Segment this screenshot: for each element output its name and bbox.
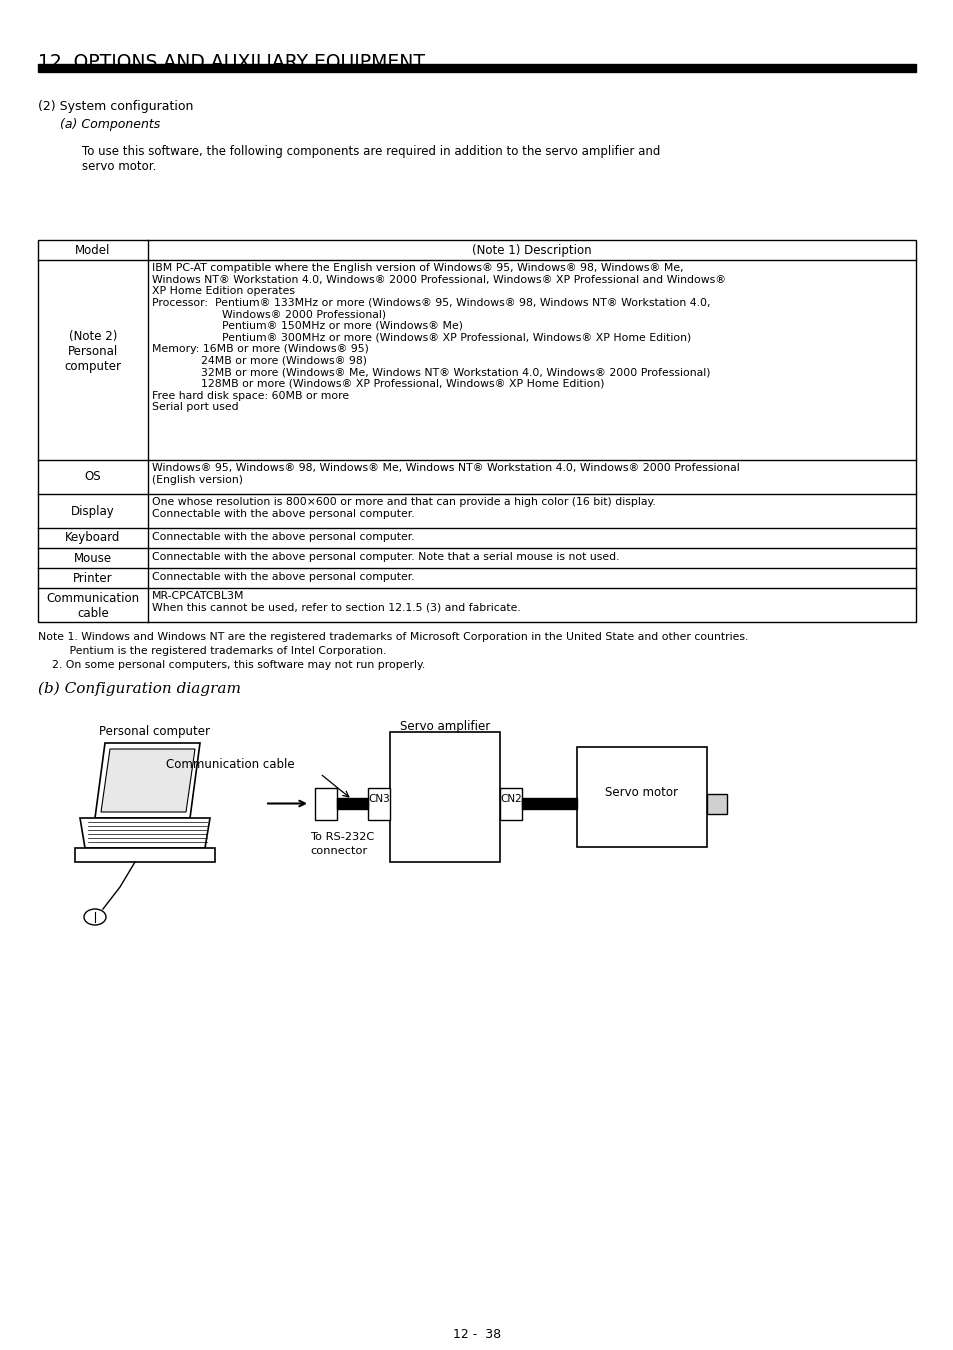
Text: Printer: Printer — [73, 571, 112, 585]
Text: 12 -  38: 12 - 38 — [453, 1328, 500, 1341]
Text: Pentium is the registered trademarks of Intel Corporation.: Pentium is the registered trademarks of … — [38, 647, 386, 656]
Text: servo motor.: servo motor. — [82, 161, 156, 173]
Polygon shape — [80, 818, 210, 848]
Text: Servo amplifier: Servo amplifier — [399, 720, 490, 733]
Text: CN2: CN2 — [499, 794, 521, 803]
Text: 12. OPTIONS AND AUXILIARY EQUIPMENT: 12. OPTIONS AND AUXILIARY EQUIPMENT — [38, 53, 424, 72]
Text: Model: Model — [75, 244, 111, 256]
Bar — [706, 794, 726, 814]
Text: (a) Components: (a) Components — [60, 117, 160, 131]
Text: Connectable with the above personal computer.: Connectable with the above personal comp… — [152, 572, 415, 582]
Text: Windows® 95, Windows® 98, Windows® Me, Windows NT® Workstation 4.0, Windows® 200: Windows® 95, Windows® 98, Windows® Me, W… — [152, 463, 739, 485]
Text: Communication
cable: Communication cable — [47, 593, 139, 620]
Text: To RS-232C: To RS-232C — [310, 832, 374, 841]
Text: OS: OS — [85, 471, 101, 483]
Text: IBM PC-AT compatible where the English version of Windows® 95, Windows® 98, Wind: IBM PC-AT compatible where the English v… — [152, 263, 725, 412]
Bar — [314, 787, 336, 819]
Text: Mouse: Mouse — [74, 552, 112, 564]
Text: Keyboard: Keyboard — [65, 532, 121, 544]
Text: MR-CPCATCBL3M
When this cannot be used, refer to section 12.1.5 (3) and fabricat: MR-CPCATCBL3M When this cannot be used, … — [152, 591, 520, 613]
Bar — [38, 63, 915, 72]
Bar — [390, 732, 499, 863]
Bar — [577, 747, 706, 846]
Text: Communication cable: Communication cable — [166, 759, 294, 771]
Text: (b) Configuration diagram: (b) Configuration diagram — [38, 682, 241, 697]
Text: connector: connector — [310, 845, 367, 856]
Text: Personal computer: Personal computer — [99, 725, 211, 738]
Text: One whose resolution is 800×600 or more and that can provide a high color (16 bi: One whose resolution is 800×600 or more … — [152, 497, 655, 518]
Text: (2) System configuration: (2) System configuration — [38, 100, 193, 113]
Text: Connectable with the above personal computer.: Connectable with the above personal comp… — [152, 532, 415, 541]
Text: (Note 2)
Personal
computer: (Note 2) Personal computer — [65, 329, 121, 373]
Bar — [499, 787, 521, 819]
Text: To use this software, the following components are required in addition to the s: To use this software, the following comp… — [82, 144, 659, 158]
Polygon shape — [101, 749, 194, 811]
Text: (Note 1) Description: (Note 1) Description — [472, 244, 591, 256]
Text: Display: Display — [71, 505, 114, 517]
Text: CN3: CN3 — [368, 794, 390, 803]
Text: Servo motor: Servo motor — [605, 786, 678, 798]
Bar — [368, 787, 390, 819]
Text: Note 1. Windows and Windows NT are the registered trademarks of Microsoft Corpor: Note 1. Windows and Windows NT are the r… — [38, 632, 747, 643]
Bar — [38, 240, 915, 622]
Text: 2. On some personal computers, this software may not run properly.: 2. On some personal computers, this soft… — [38, 660, 425, 670]
Polygon shape — [95, 743, 200, 818]
Text: Connectable with the above personal computer. Note that a serial mouse is not us: Connectable with the above personal comp… — [152, 552, 618, 562]
Polygon shape — [75, 848, 214, 863]
